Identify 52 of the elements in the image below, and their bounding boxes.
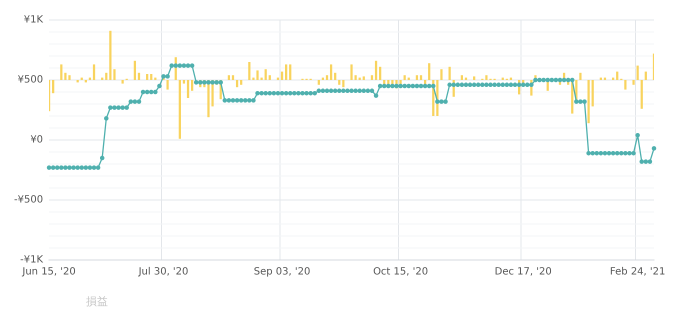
bar (370, 75, 374, 80)
y-tick-label: -¥500 (14, 194, 44, 206)
bar (485, 75, 488, 80)
bar (178, 80, 181, 139)
bar (113, 69, 116, 80)
bar (52, 80, 54, 94)
bar (190, 80, 194, 91)
bar (379, 66, 382, 80)
bar (404, 75, 406, 80)
bar (264, 69, 267, 80)
bar (616, 72, 618, 80)
bar (232, 75, 234, 80)
bar (428, 63, 430, 80)
bar (420, 75, 422, 80)
y-tick-label: ¥1K (24, 14, 44, 26)
bar (248, 62, 250, 80)
y-tick-label: -¥1K (20, 254, 44, 266)
x-tick-label: Sep 03, '20 (254, 266, 310, 278)
bar (326, 75, 328, 80)
bar (473, 76, 476, 80)
y-tick-label: ¥0 (30, 134, 44, 146)
bar (318, 80, 320, 85)
x-tick-label: Oct 15, '20 (373, 266, 428, 278)
bar (285, 64, 288, 80)
x-tick-label: Dec 17, '20 (494, 266, 552, 278)
bar (460, 75, 464, 80)
y-tick-label: ¥500 (18, 74, 44, 86)
bar (362, 76, 365, 80)
bar (68, 75, 71, 80)
bar (150, 74, 152, 80)
bar (632, 80, 635, 85)
bar (644, 72, 647, 80)
bar (416, 75, 418, 80)
bar (592, 80, 594, 106)
bar (240, 80, 242, 85)
x-tick-label: Jun 15, '20 (21, 266, 76, 278)
bar (338, 80, 340, 85)
bar (109, 30, 112, 80)
x-tick-label: Feb 24, '21 (610, 266, 666, 278)
bar (60, 64, 62, 80)
text: 損益 (86, 294, 108, 309)
bar (334, 72, 336, 80)
x-tick-label: Jul 30, '20 (138, 266, 188, 278)
bar (228, 75, 230, 80)
bar (448, 66, 451, 80)
bar (440, 69, 443, 80)
bar (354, 75, 357, 80)
bar (146, 74, 148, 80)
bar (289, 64, 292, 80)
bar (640, 80, 643, 109)
bar (636, 66, 639, 80)
bar (122, 80, 124, 84)
